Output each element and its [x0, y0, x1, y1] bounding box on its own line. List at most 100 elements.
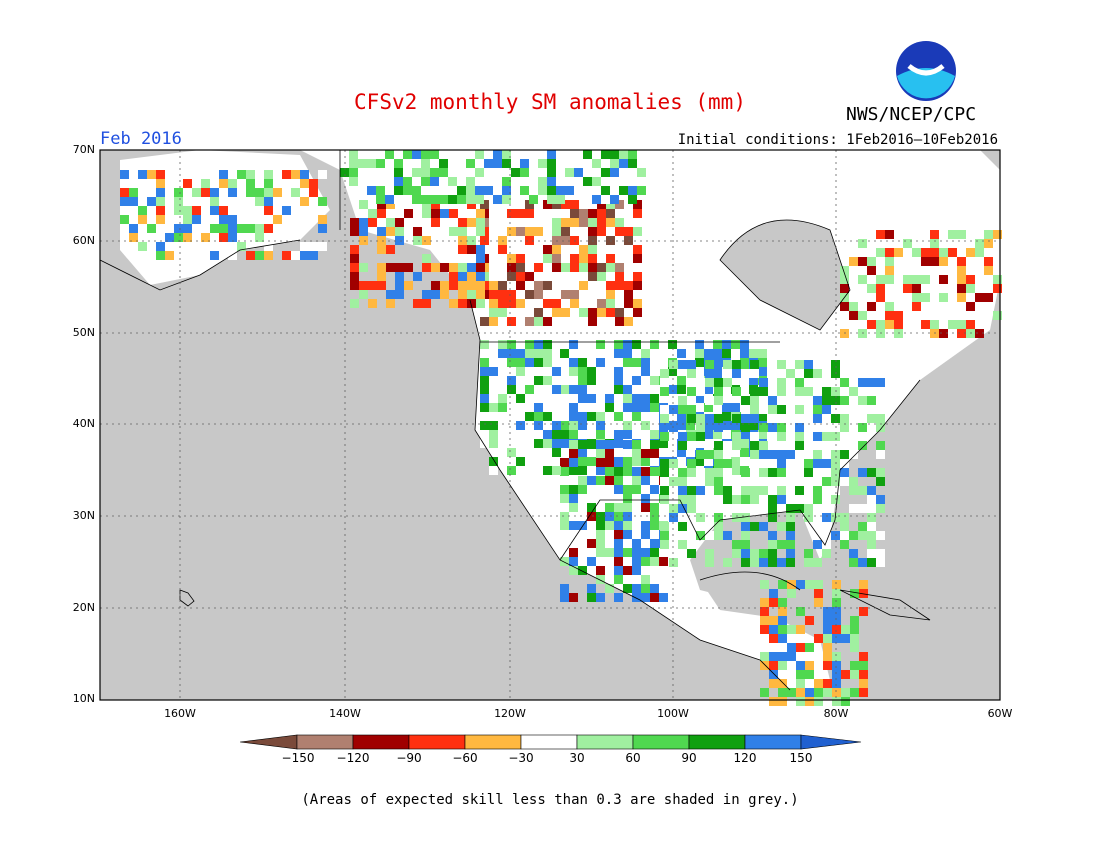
anomaly-cell — [660, 387, 669, 396]
anomaly-cell — [413, 272, 422, 281]
anomaly-cell — [192, 251, 201, 260]
anomaly-cell — [565, 168, 574, 177]
anomaly-cell — [367, 159, 376, 168]
anomaly-cell — [912, 320, 921, 329]
anomaly-cell — [832, 598, 841, 607]
anomaly-cell — [966, 320, 975, 329]
anomaly-cell — [623, 403, 632, 412]
anomaly-cell — [569, 421, 578, 430]
anomaly-cell — [534, 403, 543, 412]
anomaly-cell — [641, 575, 650, 584]
anomaly-cell — [831, 531, 840, 540]
anomaly-cell — [614, 566, 623, 575]
anomaly-cell — [377, 227, 386, 236]
map-frame — [99, 149, 1001, 701]
colorbar-label: −30 — [508, 751, 534, 765]
anomaly-cell — [704, 403, 713, 412]
anomaly-cell — [714, 486, 723, 495]
anomaly-cell — [804, 513, 813, 522]
anomaly-cell — [614, 539, 623, 548]
colorbar-label: 120 — [733, 751, 757, 765]
anomaly-cell — [422, 290, 431, 299]
anomaly-cell — [777, 450, 786, 459]
anomaly-cell — [394, 177, 403, 186]
anomaly-cell — [561, 308, 570, 317]
anomaly-cell — [534, 263, 543, 272]
anomaly-cell — [574, 168, 583, 177]
anomaly-cell — [984, 239, 993, 248]
anomaly-cell — [822, 513, 831, 522]
anomaly-cell — [458, 299, 467, 308]
anomaly-cell — [605, 584, 614, 593]
anomaly-cell — [778, 616, 787, 625]
anomaly-cell — [832, 679, 841, 688]
anomaly-cell — [507, 376, 516, 385]
anomaly-cell — [614, 521, 623, 530]
anomaly-cell — [876, 450, 885, 459]
anomaly-cell — [650, 521, 659, 530]
anomaly-cell — [395, 218, 404, 227]
anomaly-cell — [605, 449, 614, 458]
anomaly-cell — [687, 414, 696, 423]
anomaly-cell — [395, 272, 404, 281]
anomaly-cell — [547, 177, 556, 186]
anomaly-cell — [534, 281, 543, 290]
anomaly-cell — [823, 634, 832, 643]
anomaly-cell — [395, 290, 404, 299]
anomaly-cell — [597, 263, 606, 272]
anomaly-cell — [605, 440, 614, 449]
anomaly-cell — [349, 150, 358, 159]
anomaly-cell — [421, 177, 430, 186]
anomaly-cell — [778, 625, 787, 634]
anomaly-cell — [759, 405, 768, 414]
anomaly-cell — [614, 557, 623, 566]
anomaly-cell — [795, 504, 804, 513]
anomaly-cell — [516, 227, 525, 236]
anomaly-cell — [552, 245, 561, 254]
anomaly-cell — [516, 281, 525, 290]
anomaly-cell — [867, 414, 876, 423]
anomaly-cell — [939, 248, 948, 257]
anomaly-cell — [587, 503, 596, 512]
anomaly-cell — [741, 369, 750, 378]
anomaly-cell — [525, 209, 534, 218]
anomaly-cell — [876, 495, 885, 504]
anomaly-cell — [596, 530, 605, 539]
anomaly-cell — [714, 423, 723, 432]
colorbar-label: −90 — [396, 751, 422, 765]
anomaly-cell — [552, 421, 561, 430]
anomaly-cell — [632, 449, 641, 458]
anomaly-cell — [867, 257, 876, 266]
anomaly-cell — [678, 486, 687, 495]
anomaly-cell — [507, 448, 516, 457]
anomaly-cell — [849, 486, 858, 495]
anomaly-cell — [759, 396, 768, 405]
anomaly-cell — [623, 512, 632, 521]
anomaly-cell — [560, 385, 569, 394]
anomaly-cell — [318, 224, 327, 233]
anomaly-cell — [876, 248, 885, 257]
anomaly-cell — [614, 458, 623, 467]
anomaly-cell — [502, 195, 511, 204]
anomaly-cell — [385, 150, 394, 159]
anomaly-cell — [822, 396, 831, 405]
anomaly-cell — [480, 349, 489, 358]
anomaly-cell — [823, 652, 832, 661]
anomaly-cell — [588, 245, 597, 254]
anomaly-cell — [516, 340, 525, 349]
anomaly-cell — [475, 195, 484, 204]
anomaly-cell — [623, 521, 632, 530]
anomaly-cell — [695, 358, 704, 367]
anomaly-cell — [449, 299, 458, 308]
anomaly-cell — [309, 197, 318, 206]
anomaly-cell — [948, 266, 957, 275]
anomaly-cell — [858, 558, 867, 567]
anomaly-cell — [723, 531, 732, 540]
anomaly-cell — [984, 266, 993, 275]
anomaly-cell — [480, 200, 489, 209]
anomaly-cell — [759, 387, 768, 396]
anomaly-cell — [623, 349, 632, 358]
anomaly-cell — [309, 179, 318, 188]
anomaly-cell — [614, 385, 623, 394]
anomaly-cell — [894, 320, 903, 329]
